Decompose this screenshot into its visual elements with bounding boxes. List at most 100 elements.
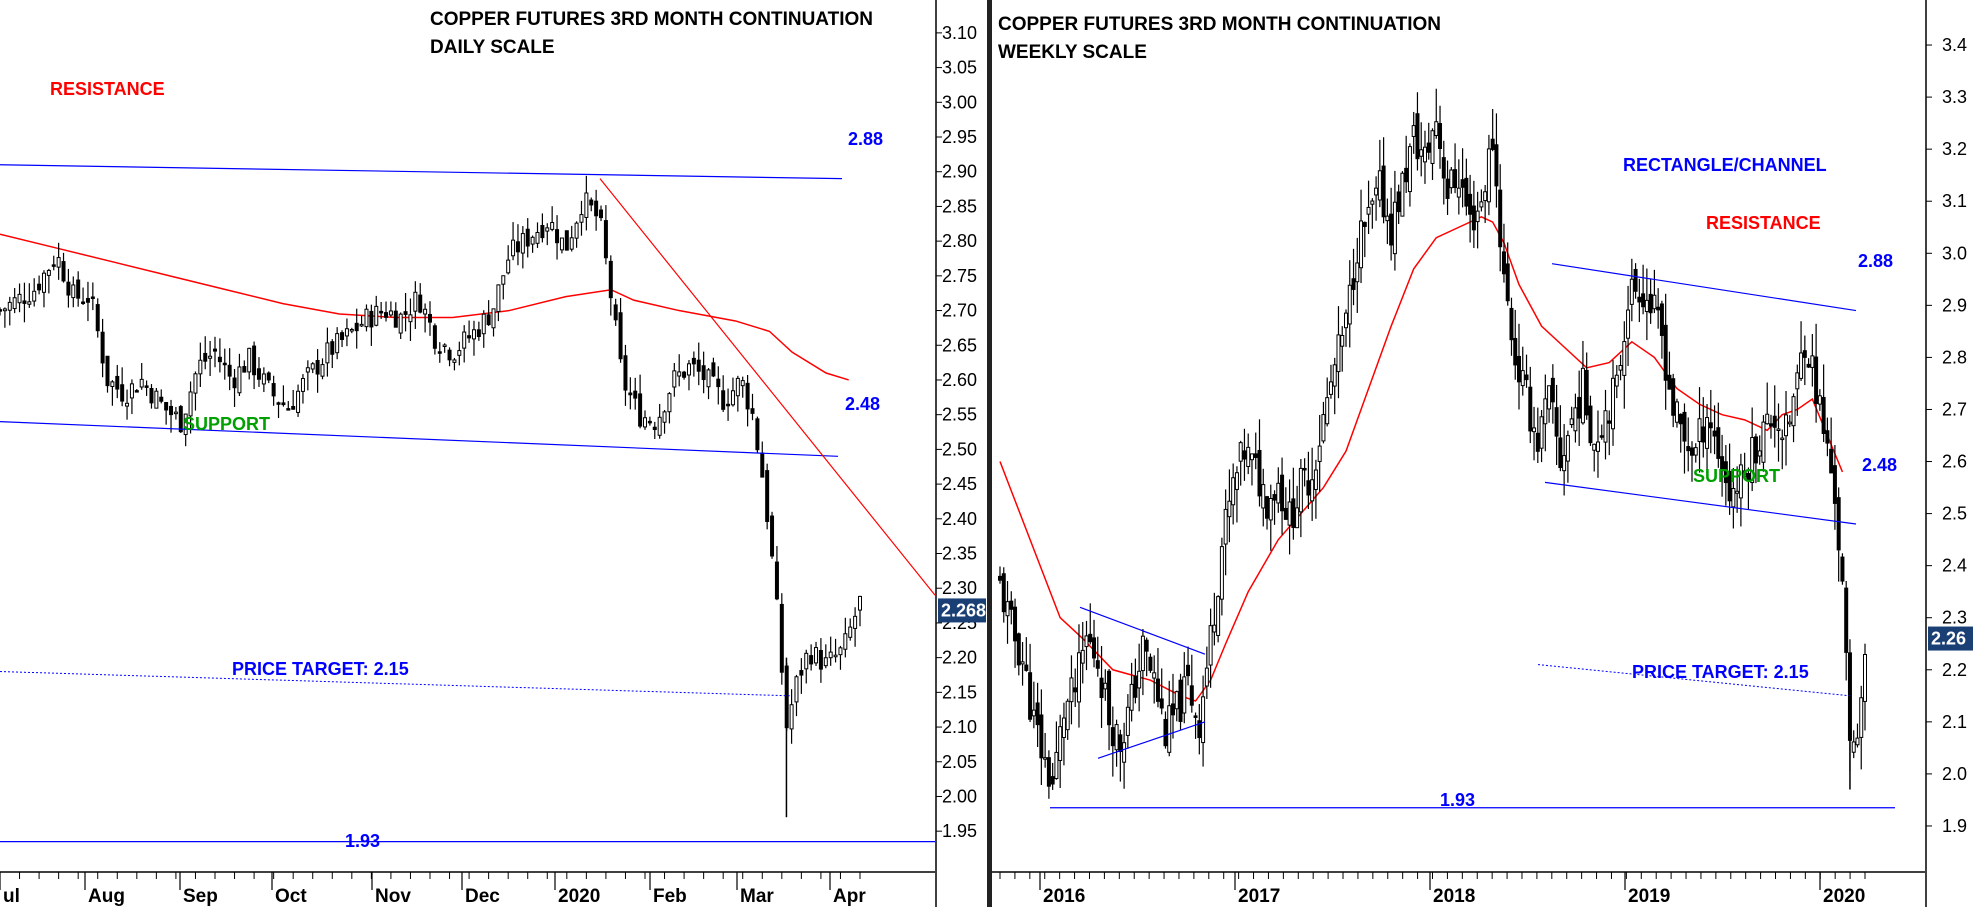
- candle-body: [525, 228, 530, 247]
- candle-body: [647, 420, 652, 424]
- candle-body: [227, 364, 232, 377]
- candle-body: [1355, 262, 1360, 283]
- candle-body: [1693, 447, 1698, 456]
- candle-body: [1298, 467, 1303, 513]
- candle-body: [1328, 381, 1333, 395]
- candle-body: [1415, 113, 1420, 160]
- candle-body: [1171, 703, 1175, 716]
- daily-resistance-value: 2.88: [848, 129, 883, 149]
- weekly-low-value: 1.93: [1440, 790, 1475, 810]
- candle-body: [584, 192, 589, 218]
- candle-body: [1122, 742, 1127, 763]
- candle-body: [1152, 672, 1157, 679]
- candle-body: [1216, 596, 1221, 636]
- candle-body: [110, 381, 115, 387]
- candle-body: [779, 603, 784, 673]
- candle-body: [1569, 418, 1574, 426]
- candle-body: [1716, 427, 1721, 459]
- candle-body: [232, 377, 237, 389]
- candle-body: [384, 312, 389, 318]
- last-price-label: 2.268: [941, 600, 986, 620]
- candle-body: [1374, 187, 1379, 196]
- candle-body: [1013, 606, 1018, 642]
- candle-body: [374, 305, 379, 326]
- candle-body: [1280, 474, 1285, 512]
- candle-body: [1810, 355, 1815, 368]
- support-line: [0, 421, 839, 457]
- candle-body: [1708, 422, 1713, 429]
- candle-body: [740, 380, 745, 387]
- candle-body: [418, 294, 423, 313]
- candle-body: [198, 359, 203, 375]
- candle-body: [359, 323, 364, 327]
- candle-body: [1641, 293, 1646, 308]
- candle-body: [706, 369, 711, 388]
- candle-body: [662, 411, 667, 423]
- candle-body: [0, 309, 2, 312]
- candle-body: [1028, 672, 1033, 720]
- y-tick-label: 2.65: [942, 335, 977, 355]
- candle-body: [623, 355, 628, 391]
- candle-body: [1351, 278, 1356, 290]
- y-tick-label: 2.35: [942, 544, 977, 564]
- candle-body: [1212, 624, 1217, 633]
- candle-body: [178, 406, 183, 433]
- candle-body: [1607, 420, 1612, 424]
- candle-body: [32, 290, 37, 302]
- candle-body: [1829, 448, 1834, 474]
- y-tick-label: 2.7: [1942, 399, 1967, 419]
- candle-body: [1678, 413, 1683, 425]
- candle-body: [770, 515, 775, 557]
- candle-body: [838, 647, 843, 656]
- candle-body: [428, 313, 432, 323]
- candle-body: [1524, 374, 1529, 381]
- candle-body: [1020, 661, 1025, 665]
- candle-body: [1656, 306, 1661, 311]
- candle-body: [1453, 169, 1458, 189]
- y-tick-label: 3.1: [1942, 191, 1967, 211]
- daily-support-label: SUPPORT: [183, 414, 270, 434]
- candle-body: [90, 296, 95, 299]
- candle-body: [1295, 507, 1300, 529]
- candle-body: [1246, 446, 1251, 467]
- y-tick-label: 2.05: [942, 752, 977, 772]
- candle-body: [129, 383, 134, 399]
- candle-body: [1723, 461, 1728, 484]
- candle-body: [1430, 130, 1435, 164]
- candle-body: [535, 231, 540, 244]
- candle-body: [1532, 427, 1537, 433]
- candle-body: [1780, 437, 1785, 441]
- candle-body: [305, 367, 310, 373]
- candle-body: [1528, 386, 1533, 432]
- candle-body: [1219, 546, 1224, 600]
- x-tick-label: Oct: [275, 886, 307, 907]
- triangle-upper-line: [1079, 606, 1206, 655]
- candle-body: [71, 284, 76, 299]
- candle-body: [1817, 395, 1822, 405]
- candle-body: [1682, 411, 1687, 442]
- candle-body: [1674, 401, 1679, 423]
- candle-body: [1005, 601, 1010, 617]
- candle-body: [1110, 727, 1115, 747]
- candle-body: [1840, 556, 1845, 582]
- candle-body: [1227, 500, 1232, 518]
- candle-body: [701, 365, 706, 381]
- candle-body: [1095, 660, 1100, 669]
- candle-body: [657, 416, 662, 436]
- candle-body: [1671, 378, 1676, 416]
- candle-body: [1836, 497, 1841, 551]
- candle-body: [1844, 587, 1849, 653]
- y-tick-label: 3.3: [1942, 87, 1967, 107]
- candle-body: [1795, 372, 1800, 390]
- candle-body: [501, 275, 506, 285]
- candle-body: [550, 222, 555, 230]
- candle-body: [730, 390, 735, 406]
- candle-body: [266, 372, 271, 381]
- candle-body: [1291, 498, 1296, 528]
- y-tick-label: 3.2: [1942, 139, 1967, 159]
- candle-body: [467, 335, 472, 339]
- candle-body: [1562, 455, 1567, 472]
- candle-body: [1547, 385, 1552, 410]
- candle-body: [1118, 734, 1123, 753]
- candle-body: [672, 370, 677, 388]
